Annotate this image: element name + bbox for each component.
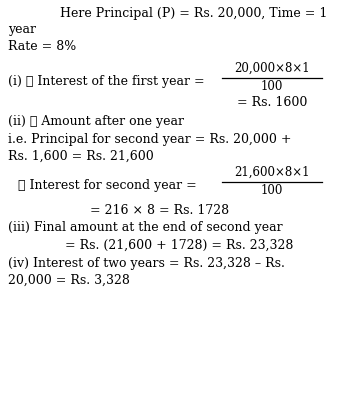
Text: 100: 100 <box>261 185 283 198</box>
Text: (i) ∴ Interest of the first year =: (i) ∴ Interest of the first year = <box>8 76 205 88</box>
Text: (iii) Final amount at the end of second year: (iii) Final amount at the end of second … <box>8 221 283 234</box>
Text: (iv) Interest of two years = Rs. 23,328 – Rs.: (iv) Interest of two years = Rs. 23,328 … <box>8 257 285 270</box>
Text: = Rs. (21,600 + 1728) = Rs. 23,328: = Rs. (21,600 + 1728) = Rs. 23,328 <box>65 238 293 251</box>
Text: year: year <box>8 23 36 36</box>
Text: Here Principal (P) = Rs. 20,000, Time = 1: Here Principal (P) = Rs. 20,000, Time = … <box>60 8 327 21</box>
Text: = 216 × 8 = Rs. 1728: = 216 × 8 = Rs. 1728 <box>90 204 229 217</box>
Text: 20,000 = Rs. 3,328: 20,000 = Rs. 3,328 <box>8 274 130 286</box>
Text: 100: 100 <box>261 80 283 93</box>
Text: (ii) ∴ Amount after one year: (ii) ∴ Amount after one year <box>8 116 184 128</box>
Text: ∴ Interest for second year =: ∴ Interest for second year = <box>18 179 197 192</box>
Text: i.e. Principal for second year = Rs. 20,000 +: i.e. Principal for second year = Rs. 20,… <box>8 133 291 145</box>
Text: = Rs. 1600: = Rs. 1600 <box>237 97 307 110</box>
Text: 20,000×8×1: 20,000×8×1 <box>234 61 310 74</box>
Text: Rate = 8%: Rate = 8% <box>8 40 76 53</box>
Text: 21,600×8×1: 21,600×8×1 <box>234 166 310 179</box>
Text: Rs. 1,600 = Rs. 21,600: Rs. 1,600 = Rs. 21,600 <box>8 150 154 162</box>
